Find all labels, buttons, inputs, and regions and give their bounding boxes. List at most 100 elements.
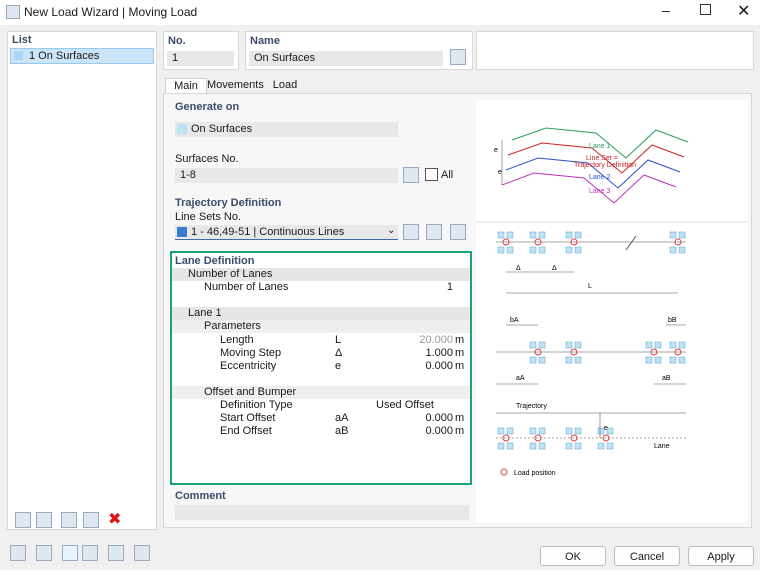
tool-view[interactable]	[82, 545, 98, 561]
diagram-shape	[529, 442, 537, 450]
diagram-shape	[674, 348, 682, 356]
diagram-shape	[497, 231, 505, 239]
no-field[interactable]: 1	[167, 51, 234, 66]
name-field[interactable]: On Surfaces	[249, 51, 443, 66]
diagram-shape	[570, 238, 578, 246]
tool-new[interactable]	[15, 512, 31, 528]
row-name: Number of Lanes	[204, 281, 289, 293]
line-sets-label: Line Sets No.	[175, 211, 242, 223]
diagram-shape	[565, 246, 573, 254]
list-item-label[interactable]: 1 On Surfaces	[29, 50, 100, 62]
diagram-shape	[538, 246, 546, 254]
generate-on-title: Generate on	[175, 101, 240, 113]
tree-row[interactable]: Lane 1	[172, 307, 470, 320]
diagram-shape	[538, 442, 546, 450]
row-symbol: aA	[335, 412, 349, 424]
diagram-shape	[574, 442, 582, 450]
list-item[interactable]: 1 On Surfaces	[10, 48, 154, 64]
row-value: 0.000	[425, 412, 453, 424]
tree-row[interactable]: Definition Type Used Offset	[172, 399, 470, 412]
tree-row[interactable]: Number of Lanes 1	[172, 281, 470, 294]
edit-name[interactable]	[450, 49, 466, 65]
tree-row[interactable]: Moving Step Δ 1.000 m	[172, 347, 470, 360]
tool-color[interactable]	[62, 545, 78, 561]
ok-button[interactable]: OK	[540, 546, 606, 566]
row-unit: m	[455, 360, 465, 372]
diagram-shape	[506, 246, 514, 254]
diagram-label: Lane 2	[589, 174, 611, 181]
row-name: Eccentricity	[220, 360, 277, 372]
apply-button[interactable]: Apply	[688, 546, 754, 566]
pick-surfaces[interactable]	[403, 167, 419, 183]
diagram-label: e	[494, 147, 498, 154]
trajectory-title: Trajectory Definition	[175, 197, 282, 209]
diagram-shape	[502, 238, 510, 246]
tree-row[interactable]: End Offset aB 0.000 m	[172, 425, 470, 438]
tree-row[interactable]: Length L 20.000 m	[172, 334, 470, 347]
row-symbol: Δ	[335, 347, 343, 359]
diagram-shape	[497, 442, 505, 450]
diagram-shape	[669, 356, 677, 364]
close[interactable]: ✕	[737, 3, 751, 20]
tool-check[interactable]	[61, 512, 77, 528]
diagram-label: Line Set =	[586, 155, 618, 162]
diagram-label: Lane 3	[589, 188, 611, 195]
new-line-set[interactable]	[426, 224, 442, 240]
diagram-label: Δ	[516, 265, 521, 272]
diagram-label: e	[498, 169, 502, 176]
diagram-shape	[506, 427, 514, 435]
diagram-shape	[502, 434, 510, 442]
tool-search[interactable]	[10, 545, 26, 561]
diagram-shape	[678, 356, 686, 364]
diagram-shape	[534, 348, 542, 356]
tool-units[interactable]	[36, 545, 52, 561]
tool-uncheck[interactable]	[83, 512, 99, 528]
diagram-shape	[669, 231, 677, 239]
diagram-shape	[565, 341, 573, 349]
window-title: New Load Wizard | Moving Load	[24, 5, 198, 19]
diagram-shape	[678, 341, 686, 349]
tree-row[interactable]: Start Offset aA 0.000 m	[172, 412, 470, 425]
diagram-shape	[669, 246, 677, 254]
row-name: Parameters	[204, 320, 261, 332]
surfaces-field[interactable]: 1-8	[175, 168, 398, 183]
dropdown-arrow[interactable]: ⌄	[387, 225, 396, 236]
all-checkbox[interactable]	[425, 168, 438, 181]
diagram-shape	[538, 427, 546, 435]
pick-line-sets[interactable]	[403, 224, 419, 240]
tab-load-cases[interactable]: Load Cases	[269, 79, 300, 106]
no-panel: No. 1	[163, 31, 239, 70]
select-line-set[interactable]	[450, 224, 466, 240]
tool-export[interactable]	[108, 545, 124, 561]
line-sets-dropdown[interactable]: 1 - 46,49-51 | Continuous Lines	[175, 225, 398, 240]
generate-on-field[interactable]: On Surfaces	[175, 122, 398, 137]
tree-row[interactable]: Eccentricity e 0.000 m	[172, 360, 470, 373]
diagram-shape	[645, 341, 653, 349]
diagram-shape	[597, 442, 605, 450]
diagram-shape	[606, 442, 614, 450]
tree-row[interactable]: Number of Lanes	[172, 268, 470, 281]
diagram-shape	[497, 427, 505, 435]
tool-copy[interactable]	[36, 512, 52, 528]
tree-row[interactable]: Parameters	[172, 320, 470, 333]
diagram-shape	[565, 231, 573, 239]
tab-main[interactable]: Main	[165, 78, 207, 94]
tool-formula[interactable]	[134, 545, 150, 561]
diagram-shape	[678, 246, 686, 254]
minimize[interactable]: –	[662, 2, 670, 18]
info-panel	[476, 31, 754, 70]
tab-movements[interactable]: Movements	[207, 79, 264, 91]
row-value: 1	[446, 281, 453, 293]
line-set-swatch	[177, 227, 187, 237]
row-name: Lane 1	[188, 307, 222, 319]
maximize[interactable]	[700, 4, 711, 15]
name-panel: Name On Surfaces	[245, 31, 473, 70]
row-name: Moving Step	[220, 347, 282, 359]
cancel-button[interactable]: Cancel	[614, 546, 680, 566]
diagram-shape	[538, 341, 546, 349]
tree-row[interactable]: Offset and Bumper	[172, 386, 470, 399]
tool-delete[interactable]: ✖	[108, 511, 122, 528]
comment-field[interactable]	[175, 505, 469, 520]
diagram-shape	[529, 341, 537, 349]
